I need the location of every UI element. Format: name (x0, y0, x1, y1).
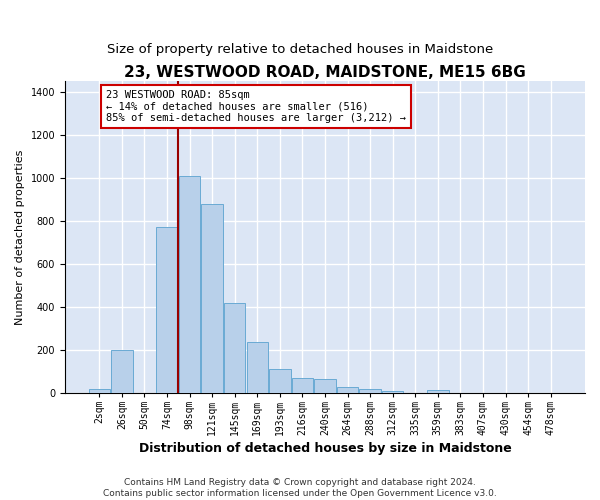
Bar (202, 204, 223, 393)
Bar (111, 350, 133, 393)
X-axis label: Distribution of detached houses by size in Maidstone: Distribution of detached houses by size … (139, 442, 511, 455)
Bar (247, 342, 268, 393)
Title: 23, WESTWOOD ROAD, MAIDSTONE, ME15 6BG: 23, WESTWOOD ROAD, MAIDSTONE, ME15 6BG (124, 65, 526, 80)
Text: Size of property relative to detached houses in Maidstone: Size of property relative to detached ho… (107, 42, 493, 56)
Bar (292, 378, 313, 393)
Bar (224, 302, 245, 393)
Bar (179, 176, 200, 393)
Text: Contains HM Land Registry data © Crown copyright and database right 2024.
Contai: Contains HM Land Registry data © Crown c… (103, 478, 497, 498)
Bar (359, 388, 381, 393)
Text: 23 WESTWOOD ROAD: 85sqm
← 14% of detached houses are smaller (516)
85% of semi-d: 23 WESTWOOD ROAD: 85sqm ← 14% of detache… (106, 90, 406, 123)
Bar (89, 388, 110, 393)
Bar (314, 379, 335, 393)
Bar (156, 228, 178, 393)
Bar (427, 390, 449, 393)
Bar (382, 390, 403, 393)
Bar (337, 388, 358, 393)
Y-axis label: Number of detached properties: Number of detached properties (15, 150, 25, 324)
Bar (269, 369, 290, 393)
